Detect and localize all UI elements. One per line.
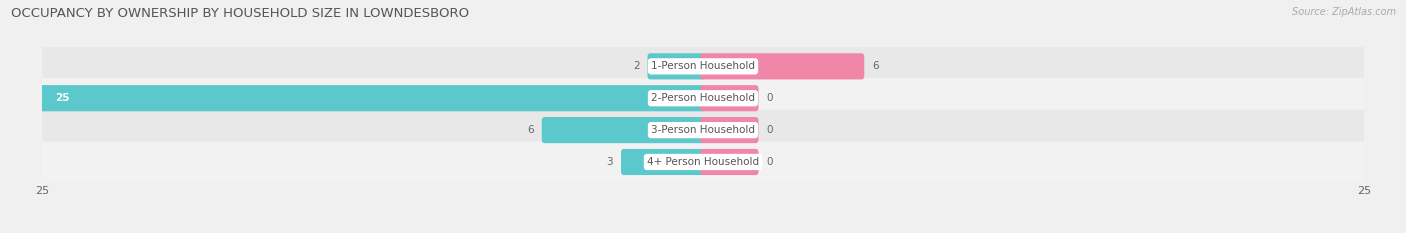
FancyBboxPatch shape [35, 78, 1371, 119]
Text: 4+ Person Household: 4+ Person Household [647, 157, 759, 167]
FancyBboxPatch shape [700, 85, 758, 111]
FancyBboxPatch shape [35, 110, 1371, 151]
FancyBboxPatch shape [700, 149, 758, 175]
FancyBboxPatch shape [621, 149, 706, 175]
Text: 25: 25 [55, 93, 70, 103]
Text: 0: 0 [766, 93, 773, 103]
Text: 0: 0 [766, 157, 773, 167]
FancyBboxPatch shape [541, 117, 706, 143]
FancyBboxPatch shape [39, 85, 706, 111]
Text: 1-Person Household: 1-Person Household [651, 61, 755, 71]
Text: 3: 3 [606, 157, 613, 167]
Text: 6: 6 [527, 125, 534, 135]
FancyBboxPatch shape [648, 53, 706, 79]
FancyBboxPatch shape [35, 142, 1371, 182]
Text: Source: ZipAtlas.com: Source: ZipAtlas.com [1292, 7, 1396, 17]
FancyBboxPatch shape [700, 117, 758, 143]
Text: 2: 2 [633, 61, 640, 71]
Text: 6: 6 [872, 61, 879, 71]
FancyBboxPatch shape [700, 53, 865, 79]
Text: 2-Person Household: 2-Person Household [651, 93, 755, 103]
Text: OCCUPANCY BY OWNERSHIP BY HOUSEHOLD SIZE IN LOWNDESBORO: OCCUPANCY BY OWNERSHIP BY HOUSEHOLD SIZE… [11, 7, 470, 20]
Text: 0: 0 [766, 125, 773, 135]
Text: 3-Person Household: 3-Person Household [651, 125, 755, 135]
FancyBboxPatch shape [35, 46, 1371, 87]
